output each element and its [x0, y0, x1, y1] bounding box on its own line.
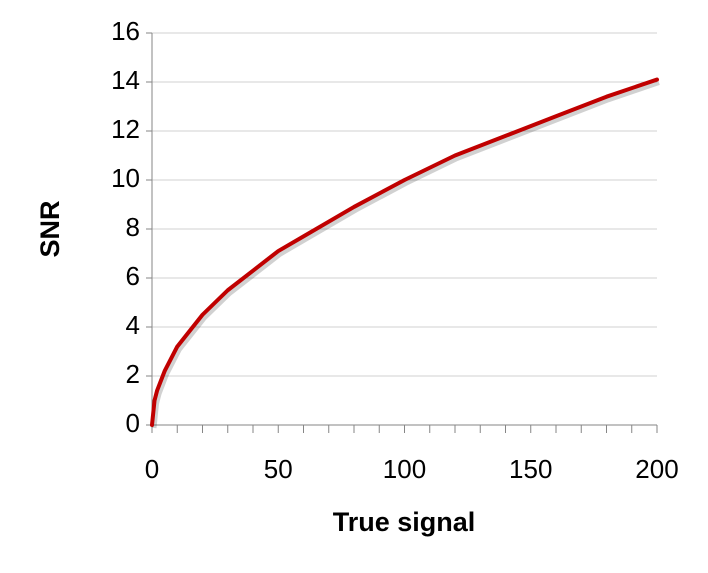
x-tick-label: 50 — [264, 454, 293, 484]
x-tick-label: 0 — [145, 454, 159, 484]
y-tick-label: 12 — [111, 114, 140, 144]
x-tick-label: 200 — [635, 454, 678, 484]
x-tick-label: 150 — [509, 454, 552, 484]
series-line — [150, 77, 659, 427]
y-tick-label: 16 — [111, 16, 140, 46]
x-axis-title: True signal — [333, 507, 476, 537]
y-axis-title: SNR — [35, 200, 65, 257]
y-tick-label: 0 — [126, 408, 140, 438]
y-tick-label: 8 — [126, 212, 140, 242]
y-tick-label: 10 — [111, 163, 140, 193]
y-tick-label: 4 — [126, 310, 140, 340]
x-tick-label: 100 — [383, 454, 426, 484]
y-tick-label: 6 — [126, 261, 140, 291]
y-tick-label: 14 — [111, 65, 140, 95]
y-tick-label: 2 — [126, 359, 140, 389]
line-shadow — [151, 80, 660, 429]
